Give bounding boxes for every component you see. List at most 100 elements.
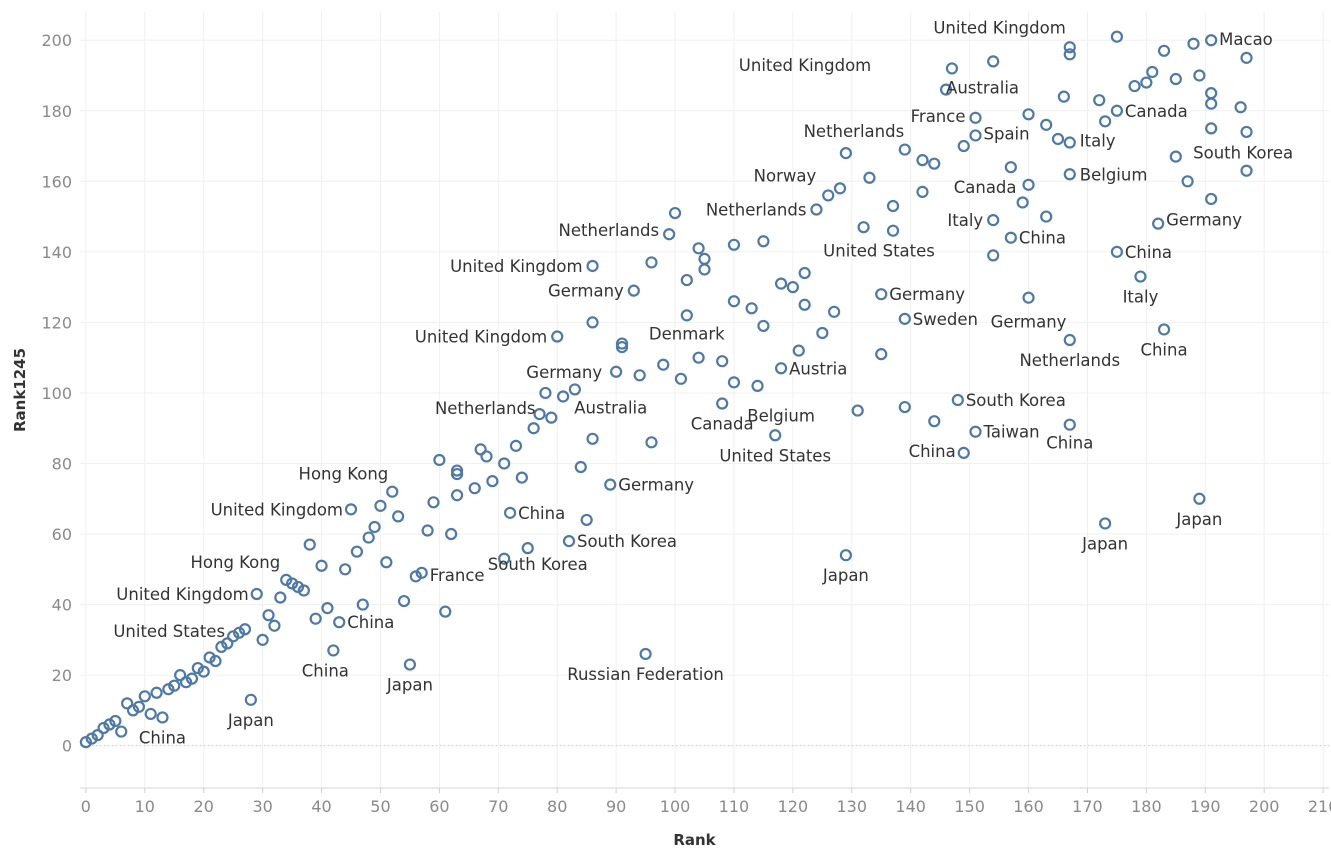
data-point xyxy=(350,545,364,558)
data-point xyxy=(786,281,799,294)
data-point xyxy=(928,415,941,428)
data-point xyxy=(1016,196,1029,209)
data-point xyxy=(1040,210,1053,223)
data-point xyxy=(539,386,552,400)
data-point xyxy=(156,711,169,724)
data-point xyxy=(1205,122,1218,135)
data-point xyxy=(1040,118,1053,131)
data-point xyxy=(1051,132,1065,146)
point-annotation: China xyxy=(518,504,565,523)
x-tick-label: 190 xyxy=(1190,797,1221,816)
x-tick-label: 10 xyxy=(135,797,155,816)
data-point xyxy=(615,337,629,350)
data-point xyxy=(810,203,823,216)
data-point xyxy=(916,154,929,167)
data-point xyxy=(698,263,711,276)
data-point xyxy=(851,404,864,417)
data-points xyxy=(79,30,1253,749)
x-tick-label: 200 xyxy=(1249,797,1280,816)
data-point xyxy=(480,450,493,463)
data-point xyxy=(969,425,982,438)
data-point xyxy=(509,439,523,452)
point-annotation: Germany xyxy=(991,313,1067,332)
data-point xyxy=(498,457,511,470)
data-point xyxy=(303,538,316,551)
x-tick-label: 60 xyxy=(429,797,449,816)
data-point xyxy=(1063,168,1076,181)
data-point xyxy=(692,351,705,364)
data-point xyxy=(774,277,788,290)
data-point xyxy=(957,446,970,460)
point-annotation: Netherlands xyxy=(1019,351,1120,370)
point-annotation: Australia xyxy=(946,79,1019,98)
data-point xyxy=(1093,94,1106,107)
data-point xyxy=(1063,41,1076,54)
x-tick-label: 120 xyxy=(778,797,809,816)
data-point xyxy=(586,259,599,273)
data-point xyxy=(875,348,888,361)
data-point xyxy=(1110,245,1124,258)
data-point xyxy=(397,594,411,608)
x-tick-label: 180 xyxy=(1131,797,1162,816)
data-point xyxy=(586,316,599,329)
point-annotation: United Kingdom xyxy=(415,328,547,347)
data-point xyxy=(568,383,581,396)
y-tick-label: 80 xyxy=(52,454,72,473)
data-point xyxy=(774,362,788,375)
y-tick-label: 140 xyxy=(41,243,72,262)
data-point xyxy=(315,559,328,572)
data-point xyxy=(1193,492,1206,505)
x-tick-label: 170 xyxy=(1072,797,1103,816)
data-point xyxy=(1063,418,1076,431)
y-tick-label: 120 xyxy=(41,313,72,332)
data-point xyxy=(268,619,281,632)
data-point xyxy=(698,252,711,266)
data-point xyxy=(769,429,782,442)
gridlines xyxy=(80,12,1329,788)
point-annotation: Macao xyxy=(1219,30,1273,49)
data-point xyxy=(1063,333,1076,347)
data-point xyxy=(898,312,911,325)
data-point xyxy=(928,157,941,170)
data-point xyxy=(297,584,310,597)
y-axis-title: Rank1245 xyxy=(11,348,29,432)
x-tick-label: 40 xyxy=(311,797,331,816)
data-point xyxy=(627,284,640,297)
data-point xyxy=(445,527,458,541)
point-annotation: United States xyxy=(719,446,831,465)
point-annotation: United States xyxy=(113,622,225,641)
point-annotation: Germany xyxy=(1166,211,1242,230)
data-point xyxy=(262,609,275,622)
point-annotation: United Kingdom xyxy=(450,257,582,276)
point-annotation: Japan xyxy=(1175,510,1222,529)
data-point xyxy=(957,139,970,153)
y-tick-label: 100 xyxy=(41,384,72,403)
data-point xyxy=(150,686,163,699)
data-point xyxy=(1181,175,1194,188)
x-tick-label: 210 xyxy=(1308,797,1331,816)
data-point xyxy=(91,728,104,742)
data-point xyxy=(898,143,911,156)
point-annotation: Norway xyxy=(754,166,817,185)
data-point xyxy=(486,475,499,488)
data-point xyxy=(757,319,770,333)
data-point xyxy=(1134,270,1147,283)
data-point xyxy=(1063,48,1076,61)
data-point xyxy=(1128,79,1141,93)
data-point xyxy=(1169,72,1182,86)
point-annotation: Russian Federation xyxy=(567,665,724,684)
data-point xyxy=(1240,125,1253,139)
data-point xyxy=(798,298,811,311)
data-point xyxy=(798,266,811,280)
point-annotation: Italy xyxy=(947,211,983,230)
point-annotation: China xyxy=(909,442,956,461)
data-point xyxy=(633,369,646,382)
point-annotation: China xyxy=(302,661,349,680)
data-point xyxy=(374,499,387,512)
data-point xyxy=(450,464,464,477)
data-point xyxy=(427,496,440,509)
data-point xyxy=(839,549,852,562)
data-point xyxy=(1057,90,1070,103)
data-point xyxy=(551,330,564,343)
